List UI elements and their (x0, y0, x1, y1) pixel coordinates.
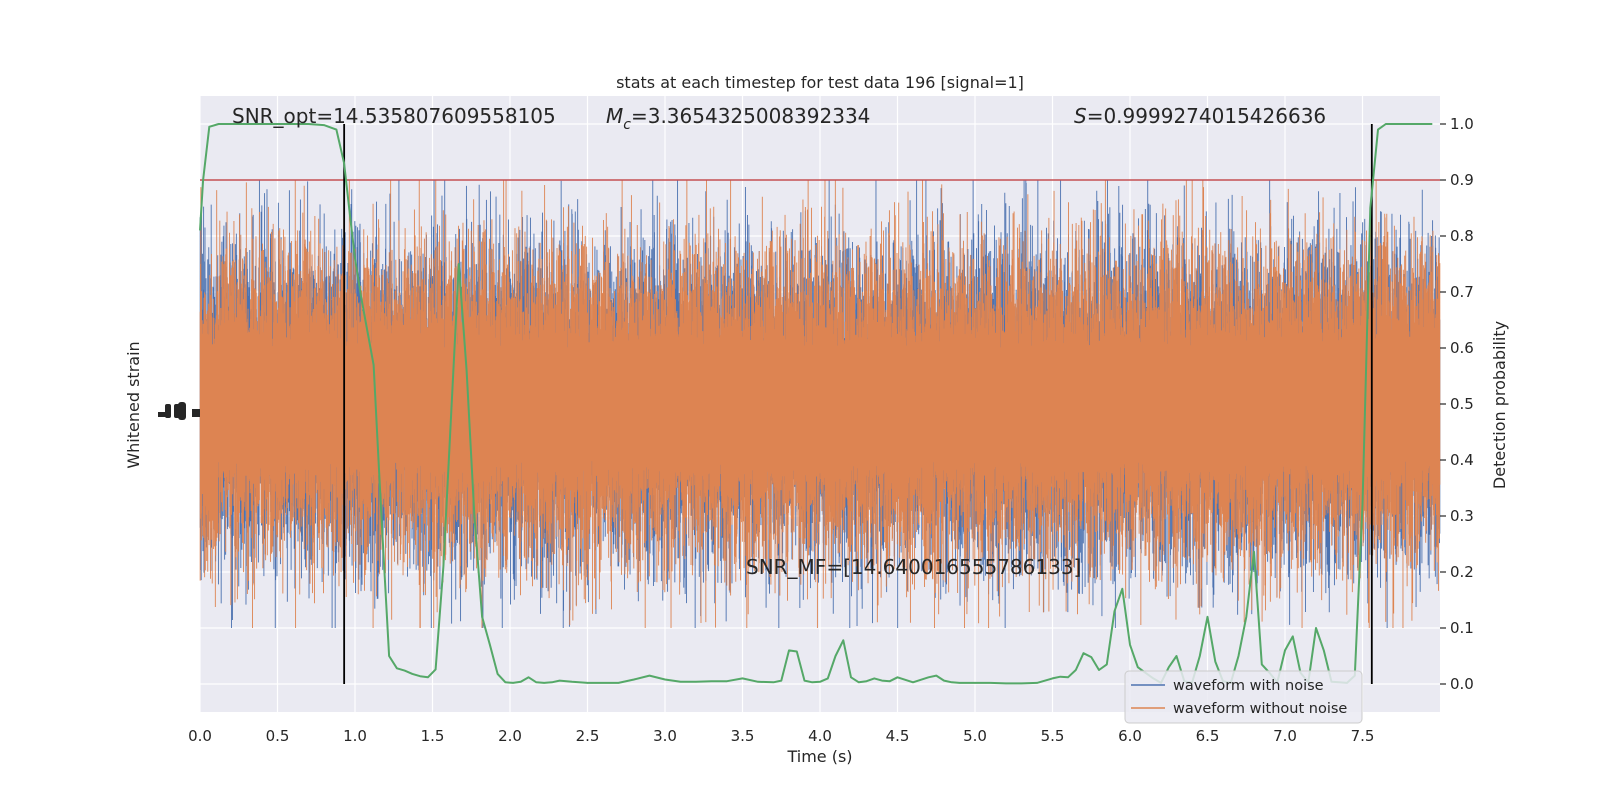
mc-symbol: M (606, 104, 623, 128)
legend-label-noise: waveform with noise (1173, 678, 1324, 694)
series-strain-1 (199, 180, 1441, 628)
y-tick-label-1: 0.1 (1450, 619, 1474, 637)
y-tick-label-3: 0.3 (1450, 507, 1474, 525)
y-tick-label-5: 0.5 (1450, 395, 1474, 413)
x-tick-label-12: 6.0 (1118, 727, 1142, 745)
x-tick-label-4: 2.0 (498, 727, 522, 745)
legend: waveform with noise waveform without noi… (1124, 670, 1363, 724)
mc-value: =3.3654325008392334 (631, 104, 870, 128)
x-tick-label-5: 2.5 (576, 727, 600, 745)
s-value: =0.9999274015426636 (1087, 104, 1326, 128)
strain-series (199, 180, 1441, 628)
legend-box (1124, 670, 1363, 724)
snr-opt-annotation: SNR_opt=14.535807609558105 (232, 104, 556, 128)
y-tick-label-10: 1.0 (1450, 115, 1474, 133)
x-axis-label: Time (s) (786, 747, 852, 766)
mc-subscript: c (623, 117, 631, 133)
x-tick-label-2: 1.0 (343, 727, 367, 745)
s-annotation: S=0.9999274015426636 (1074, 104, 1326, 128)
legend-label-clean: waveform without noise (1173, 701, 1347, 717)
x-ticks: 0.0 0.5 1.0 1.5 2.0 2.5 3.0 3.5 4.0 4.5 5.0 5.5 6.0 6… (188, 727, 1374, 745)
y-tick-label-0: 0.0 (1450, 675, 1474, 693)
y-tick-label-6: 0.6 (1450, 339, 1474, 357)
left-axis-ticks (158, 402, 200, 420)
x-tick-label-11: 5.5 (1041, 727, 1065, 745)
probability-series (199, 123, 1433, 685)
x-tick-label-10: 5.0 (963, 727, 987, 745)
snr-mf-annotation: SNR_MF=[14.640016555786133] (746, 555, 1081, 579)
y-axis-left-label: Whitened strain (124, 341, 143, 468)
series-detection-probability (199, 123, 1433, 685)
chart-title: stats at each timestep for test data 196… (616, 73, 1024, 92)
y-tick-label-7: 0.7 (1450, 283, 1474, 301)
x-tick-label-1: 0.5 (266, 727, 290, 745)
y-tick-label-9: 0.9 (1450, 171, 1474, 189)
y-tick-label-8: 0.8 (1450, 227, 1474, 245)
x-tick-label-3: 1.5 (421, 727, 445, 745)
mc-annotation: Mc=3.3654325008392334 (606, 104, 870, 133)
y-right-ticks: 0.0 0.1 0.2 0.3 0.4 0.5 0.6 0.7 0.8 0.9 1.0 (1440, 115, 1474, 693)
x-tick-label-6: 3.0 (653, 727, 677, 745)
x-tick-label-15: 7.5 (1351, 727, 1375, 745)
x-tick-label-8: 4.0 (808, 727, 832, 745)
x-tick-label-14: 7.0 (1273, 727, 1297, 745)
y-tick-label-4: 0.4 (1450, 451, 1474, 469)
x-tick-label-9: 4.5 (886, 727, 910, 745)
x-tick-label-13: 6.5 (1196, 727, 1220, 745)
y-axis-right-label: Detection probability (1490, 321, 1509, 489)
s-symbol: S (1074, 104, 1087, 128)
vertical-markers (343, 124, 1373, 684)
y-tick-label-2: 0.2 (1450, 563, 1474, 581)
x-tick-label-7: 3.5 (731, 727, 755, 745)
x-tick-label-0: 0.0 (188, 727, 212, 745)
